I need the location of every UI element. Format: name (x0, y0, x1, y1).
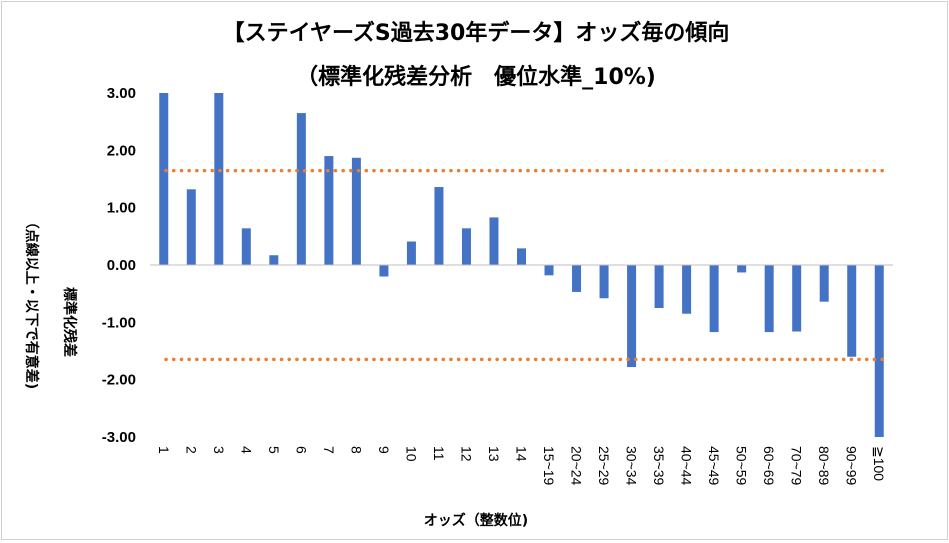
bar-70~79 (792, 265, 802, 332)
bar-11 (434, 187, 444, 265)
x-tick-label: 40~44 (679, 446, 695, 486)
bar-50~59 (737, 265, 747, 273)
bar-20~24 (572, 265, 582, 292)
bar-3 (214, 93, 224, 265)
x-tick-label: 80~89 (816, 446, 832, 486)
bar-60~69 (764, 265, 774, 333)
y-tick-label: -3.00 (102, 429, 136, 446)
y-tick-label: -2.00 (102, 372, 136, 389)
bar-80~89 (819, 265, 829, 302)
bar-≧100 (874, 265, 884, 437)
x-tick-label: 50~59 (734, 446, 750, 486)
bar-9 (379, 265, 389, 277)
bar-4 (241, 228, 251, 265)
x-tick-label: 14 (514, 446, 530, 462)
y-tick-label: 2.00 (107, 142, 136, 159)
bar-15~19 (544, 265, 554, 276)
x-tick-label: 45~49 (706, 446, 722, 486)
bar-14 (517, 248, 526, 265)
y-tick-label: 3.00 (107, 85, 136, 102)
x-tick-label: ≧100 (871, 446, 887, 481)
y-tick-label: 0.00 (107, 257, 136, 274)
x-tick-label: 7 (321, 446, 337, 454)
y-axis-note: （点線以上・以下で有意差) (23, 215, 40, 389)
bar-25~29 (599, 265, 609, 299)
x-tick-label: 20~24 (569, 446, 585, 486)
x-tick-label: 90~99 (844, 446, 860, 486)
bar-5 (269, 255, 279, 265)
y-tick-label: -1.00 (102, 314, 136, 331)
bar-1 (159, 93, 169, 265)
bar-7 (324, 156, 334, 265)
x-tick-label: 4 (238, 446, 254, 454)
bar-30~34 (627, 265, 637, 368)
bar-6 (296, 113, 306, 265)
bar-40~44 (682, 265, 692, 314)
bar-45~49 (709, 265, 719, 333)
x-tick-label: 15~19 (541, 446, 557, 486)
x-tick-label: 30~34 (624, 446, 640, 486)
x-tick-label: 13 (486, 446, 502, 462)
x-tick-label: 3 (211, 446, 227, 454)
bar-12 (461, 228, 471, 265)
threshold-lines (164, 168, 887, 362)
x-tick-label: 6 (293, 446, 309, 454)
x-tick-label: 5 (266, 446, 282, 454)
y-axis-label: 標準化残差 (61, 287, 78, 357)
bar-8 (351, 157, 361, 265)
x-tick-label: 1 (156, 446, 172, 454)
x-tick-label: 10 (403, 446, 419, 462)
x-tick-label: 11 (431, 446, 447, 461)
bar-13 (489, 217, 499, 265)
bar-35~39 (654, 265, 664, 308)
x-tick-label: 25~29 (596, 446, 612, 486)
y-axis-ticks: 3.00 2.00 1.00 0.00 -1.00 -2.00 -3.00 (102, 85, 136, 446)
bar-2 (186, 189, 196, 265)
x-tick-label: 70~79 (789, 446, 805, 486)
x-tick-label: 8 (348, 446, 364, 454)
bar-90~99 (847, 265, 857, 357)
chart-title-line1: 【ステイヤーズS過去30年データ】オッズ毎の傾向 (223, 20, 730, 46)
x-tick-label: 12 (458, 446, 474, 462)
x-tick-label: 60~69 (761, 446, 777, 486)
chart-title-line2: （標準化残差分析 優位水準_10%) (296, 64, 656, 90)
bars (159, 93, 884, 437)
x-axis-categories: 1 2 3 4 5 6 7 8 9 10 11 12 13 14 15~19 20~24 25~29 30~34 3… (156, 446, 887, 486)
y-tick-label: 1.00 (107, 200, 136, 217)
x-tick-label: 35~39 (651, 446, 667, 486)
x-tick-label: 9 (376, 446, 392, 454)
bar-10 (406, 241, 416, 265)
x-tick-label: 2 (183, 446, 199, 454)
x-axis-label: オッズ（整数位) (424, 512, 528, 529)
